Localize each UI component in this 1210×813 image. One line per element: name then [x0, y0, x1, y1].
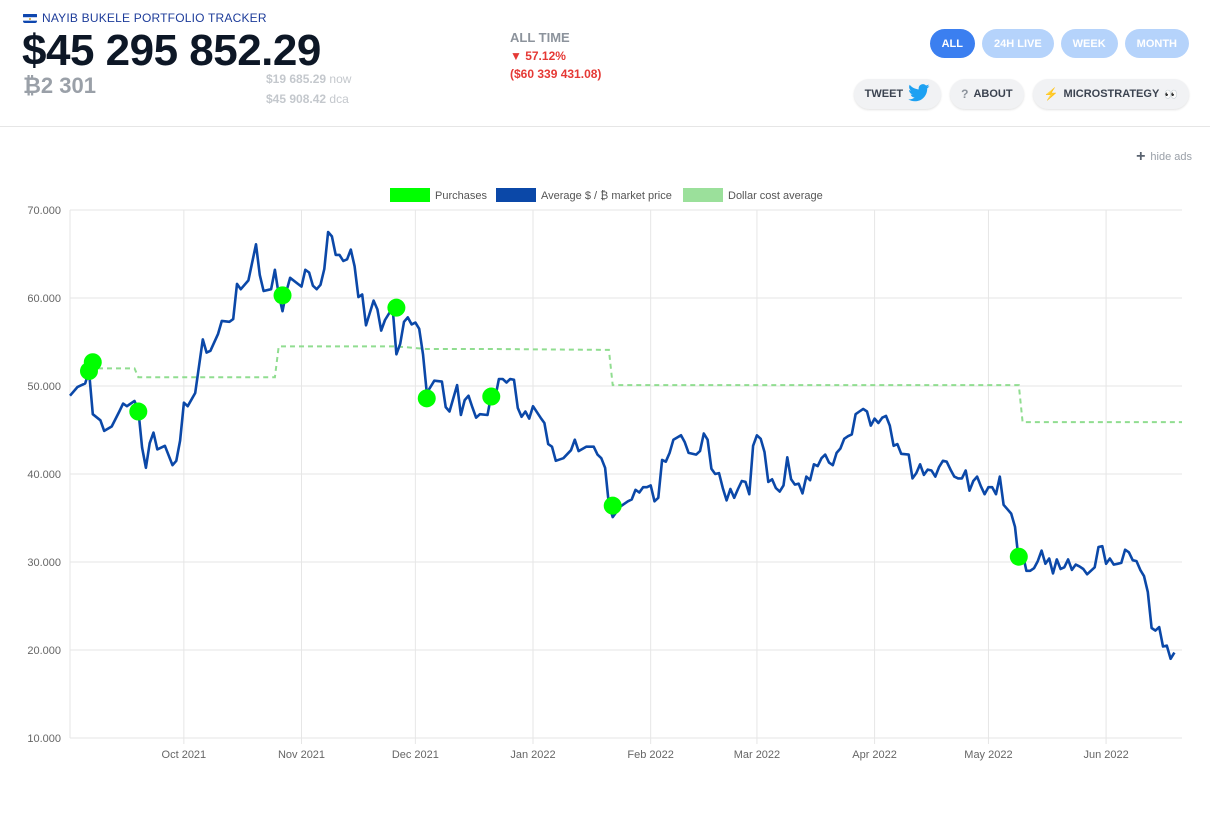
y-tick-label: 60.000: [27, 293, 61, 305]
legend-label: Dollar cost average: [728, 190, 823, 202]
brand-title: NAYIB BUKELE PORTFOLIO TRACKER: [42, 11, 267, 25]
price-now-suffix: now: [329, 72, 352, 86]
legend-swatch-price: [496, 188, 536, 202]
x-tick-label: Mar 2022: [734, 749, 780, 761]
purchase-point: [482, 387, 501, 406]
plus-icon: +: [1136, 148, 1146, 165]
tweet-label: TWEET: [864, 88, 904, 100]
alltime-percent: ▼ 57.12%: [510, 49, 566, 63]
y-tick-label: 30.000: [27, 557, 61, 569]
flag-icon: [23, 13, 37, 23]
hide-ads-label: hide ads: [1150, 151, 1192, 163]
tab-week[interactable]: WEEK: [1060, 29, 1118, 58]
tab-all[interactable]: ALL: [929, 29, 975, 58]
legend-swatch-dca: [683, 188, 723, 202]
hide-ads-link[interactable]: + hide ads: [1136, 148, 1192, 166]
legend-swatch-purchases: [390, 188, 430, 202]
purchase-point: [387, 298, 406, 317]
price-now-value: $19 685.29: [266, 72, 327, 86]
tab-24h-live[interactable]: 24H LIVE: [981, 29, 1054, 58]
btc-holdings: ₿2 301: [23, 73, 96, 98]
x-tick-label: Jun 2022: [1083, 749, 1128, 761]
lightning-icon: ⚡: [1043, 87, 1059, 101]
question-icon: ?: [961, 87, 969, 101]
chart-legend: Purchases Average $ / ₿ market price Dolla…: [390, 188, 823, 202]
portfolio-value: $45 295 852.29: [22, 26, 321, 75]
alltime-usd: ($60 339 431.08): [510, 67, 602, 81]
action-buttons: TWEET ? ABOUT ⚡ MICROSTRATEGY 👀: [853, 79, 1189, 109]
x-tick-label: Dec 2021: [392, 749, 439, 761]
alltime-label: ALL TIME: [510, 30, 570, 45]
x-axis: Oct 2021 Nov 2021 Dec 2021 Jan 2022 Feb 2022…: [162, 749, 1129, 761]
y-tick-label: 10.000: [27, 733, 61, 745]
price-dca-suffix: dca: [329, 92, 349, 106]
microstrategy-button[interactable]: ⚡ MICROSTRATEGY 👀: [1032, 79, 1189, 109]
price-line: [69, 230, 1176, 661]
tab-month[interactable]: MONTH: [1124, 29, 1189, 58]
range-tabs: ALL 24H LIVE WEEK MONTH: [929, 29, 1189, 58]
price-dca: $45 908.42 dca: [266, 92, 349, 106]
legend-label: Average $ / ₿ market price: [541, 190, 672, 202]
brand[interactable]: NAYIB BUKELE PORTFOLIO TRACKER: [23, 11, 267, 25]
price-now: $19 685.29 now: [266, 72, 351, 86]
y-tick-label: 40.000: [27, 469, 61, 481]
about-button[interactable]: ? ABOUT: [950, 79, 1024, 109]
y-tick-label: 50.000: [27, 381, 61, 393]
header: NAYIB BUKELE PORTFOLIO TRACKER $45 295 8…: [0, 0, 1210, 127]
tweet-button[interactable]: TWEET: [853, 79, 942, 109]
about-label: ABOUT: [973, 88, 1013, 100]
purchase-point: [603, 496, 622, 515]
purchase-point: [417, 389, 436, 408]
price-chart: Purchases Average $ / ₿ market price Dolla…: [27, 188, 1182, 761]
chart-series: [69, 230, 1182, 661]
price-dca-value: $45 908.42: [266, 92, 327, 106]
y-tick-label: 70.000: [27, 205, 61, 217]
purchase-point: [273, 286, 292, 305]
purchase-point: [129, 402, 148, 421]
y-tick-label: 20.000: [27, 645, 61, 657]
dca-line: [89, 345, 1182, 424]
purchase-point: [83, 353, 102, 372]
twitter-icon: [908, 83, 930, 105]
purchase-point: [1009, 547, 1028, 566]
x-tick-label: May 2022: [964, 749, 1012, 761]
eyes-icon: 👀: [1164, 88, 1178, 101]
y-axis: 10.000 20.000 30.000 40.000 50.000 60.000 70.0…: [27, 205, 61, 745]
x-tick-label: Jan 2022: [510, 749, 555, 761]
x-tick-label: Oct 2021: [162, 749, 207, 761]
x-tick-label: Feb 2022: [627, 749, 673, 761]
microstrategy-label: MICROSTRATEGY: [1063, 88, 1160, 100]
x-tick-label: Nov 2021: [278, 749, 325, 761]
legend-label: Purchases: [435, 190, 487, 202]
x-tick-label: Apr 2022: [852, 749, 897, 761]
